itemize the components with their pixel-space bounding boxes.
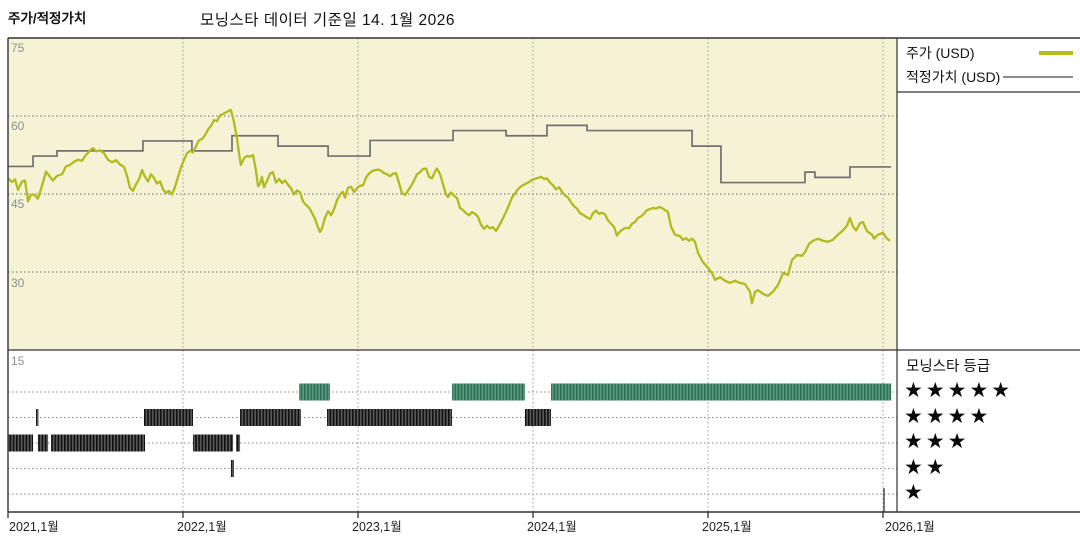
price-line-swatch: [1039, 51, 1073, 55]
rating-bar-3-star: [51, 434, 146, 452]
y-axis-label-15: 15: [11, 354, 25, 368]
legend: 주가 (USD) 적정가치 (USD): [897, 38, 1080, 92]
rating-bar-4-star: [240, 409, 301, 426]
rating-row-5-star: ★★★★★: [904, 379, 1014, 402]
data-as-of-subtitle: 모닝스타 데이터 기준일 14. 1월 2026: [200, 12, 456, 29]
rating-legend-title: 모닝스타 등급: [906, 359, 991, 375]
price-line: [7, 108, 891, 305]
x-axis-label-2023: 2023,1월: [352, 520, 402, 534]
rating-bar-4-star: [327, 409, 452, 426]
rating-bar-4-star: [143, 409, 193, 426]
legend-item-fair-value: 적정가치 (USD): [906, 66, 1073, 88]
rating-row-1-star: ★: [904, 481, 926, 504]
rating-bar-3-star: [192, 434, 234, 452]
y-axis-label-60: 60: [11, 119, 25, 133]
fair-value-line-swatch: [1003, 76, 1073, 78]
fair-value-line: [8, 124, 892, 184]
rating-bar-4-star: [36, 409, 39, 426]
x-axis-label-2021: 2021,1월: [9, 520, 59, 534]
legend-price-label: 주가 (USD): [906, 45, 975, 61]
morningstar-rating-legend: 모닝스타 등급 ★★★★★ ★★★★ ★★★ ★★ ★: [897, 350, 1080, 512]
x-axis-label-2024: 2024,1월: [527, 520, 577, 534]
x-axis-label-2022: 2022,1월: [177, 520, 227, 534]
legend-fair-value-label: 적정가치 (USD): [906, 69, 1001, 85]
rating-row-4-star: ★★★★: [904, 404, 992, 428]
page-title: 주가/적정가치: [8, 11, 87, 26]
rating-bar-5-star: [451, 383, 525, 401]
legend-item-price: 주가 (USD): [906, 42, 1073, 64]
rating-bar-5-star: [551, 383, 892, 401]
rating-bar-3-star: [37, 434, 49, 452]
x-axis-label-2025: 2025,1월: [702, 520, 752, 534]
rating-bar-3-star: [236, 434, 241, 452]
rating-bar-5-star: [299, 383, 330, 401]
x-axis-label-2026: 2026,1월: [885, 520, 935, 534]
rating-bar-3-star: [8, 434, 34, 452]
y-axis-label-75: 75: [11, 41, 25, 55]
rating-bar-2-star: [230, 460, 234, 477]
y-axis-label-30: 30: [11, 276, 25, 290]
rating-row-3-star: ★★★: [904, 430, 970, 453]
rating-bar-4-star: [524, 409, 552, 426]
y-axis-label-45: 45: [11, 197, 25, 211]
rating-row-2-star: ★★: [904, 455, 948, 479]
